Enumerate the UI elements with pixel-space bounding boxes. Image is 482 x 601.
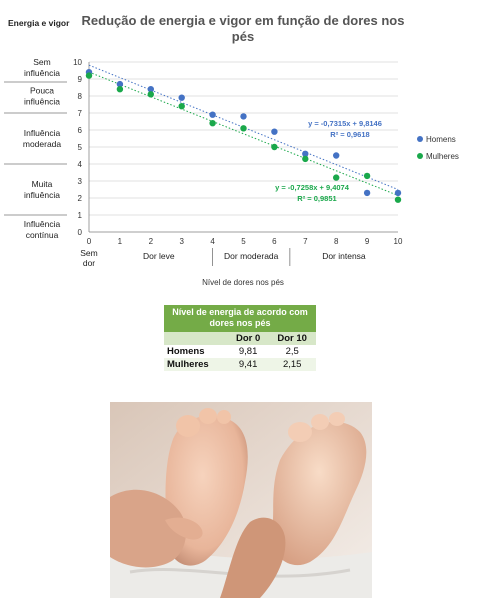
y-tick-label: 6 bbox=[78, 126, 83, 135]
data-point bbox=[147, 91, 154, 98]
x-tick-label: 7 bbox=[303, 237, 308, 246]
y-group-label: influência bbox=[24, 97, 60, 107]
foot-massage-photo bbox=[110, 402, 372, 598]
x-tick-label: 10 bbox=[394, 237, 403, 246]
y-group-label: Sem bbox=[33, 57, 50, 67]
left-foot-toe bbox=[199, 408, 217, 424]
table-row: Mulheres 9,41 2,15 bbox=[164, 357, 316, 371]
y-group-label: influência bbox=[24, 190, 60, 200]
x-tick-label: 5 bbox=[241, 237, 246, 246]
x-tick-label: 0 bbox=[87, 237, 92, 246]
table-cell-dor10: 2,5 bbox=[285, 345, 299, 357]
y-tick-label: 4 bbox=[78, 160, 83, 169]
right-foot-toe bbox=[311, 414, 329, 430]
trendline-r2: R² = 0,9618 bbox=[330, 130, 369, 139]
table-row-label: Homens bbox=[167, 345, 205, 357]
x-tick-label: 6 bbox=[272, 237, 277, 246]
y-group-label: Influência bbox=[24, 219, 61, 229]
y-group-label: Muita bbox=[32, 179, 53, 189]
data-point bbox=[394, 189, 402, 197]
x-tick-label: 3 bbox=[179, 237, 184, 246]
y-tick-label: 10 bbox=[73, 58, 82, 67]
thumb bbox=[165, 517, 203, 540]
data-point bbox=[85, 72, 93, 79]
table-row-label: Mulheres bbox=[164, 357, 228, 371]
right-foot-toe bbox=[329, 412, 345, 426]
table-row: Homens 9,81 2,5 bbox=[164, 345, 316, 358]
right-foot-toe bbox=[288, 422, 312, 442]
massaging-hand bbox=[220, 517, 286, 598]
y-tick-label: 1 bbox=[78, 211, 83, 220]
left-foot-toe bbox=[176, 415, 200, 437]
data-point bbox=[116, 86, 124, 93]
scatter-chart: Redução de energia e vigor em função de … bbox=[4, 13, 459, 287]
x-tick-label: 4 bbox=[210, 237, 215, 246]
x-zero-sublabel: Sem bbox=[80, 248, 97, 258]
left-foot-toe bbox=[217, 410, 231, 424]
x-group-label: Dor leve bbox=[143, 251, 175, 261]
y-group-label: Pouca bbox=[30, 86, 54, 96]
y-group-label: Influência bbox=[24, 128, 61, 138]
x-tick-label: 1 bbox=[118, 237, 123, 246]
table-header-row: Dor 0 Dor 10 bbox=[164, 331, 316, 345]
x-group-label: Dor intensa bbox=[322, 251, 366, 261]
data-point bbox=[147, 86, 154, 93]
data-point bbox=[178, 94, 185, 101]
y-tick-label: 5 bbox=[78, 143, 83, 152]
data-point bbox=[240, 125, 247, 132]
table-cell-dor0: 9,41 bbox=[227, 357, 269, 371]
data-point bbox=[363, 189, 371, 197]
legend-label: Mulheres bbox=[426, 152, 459, 161]
data-point bbox=[363, 172, 371, 180]
y-group-label: moderada bbox=[23, 139, 62, 149]
data-point bbox=[178, 103, 185, 110]
x-tick-label: 9 bbox=[365, 237, 370, 246]
data-point bbox=[302, 150, 309, 157]
y-group-label: contínua bbox=[26, 230, 59, 240]
chart-title: Redução de energia e vigor em função de … bbox=[82, 13, 405, 44]
trendline-equation: y = -0,7315x + 9,8146 bbox=[308, 119, 382, 128]
trendline-equation: y = -0,7258x + 9,4074 bbox=[275, 183, 350, 192]
table-header-dor0: Dor 0 bbox=[227, 331, 269, 345]
data-point bbox=[209, 111, 216, 118]
data-point bbox=[271, 128, 278, 135]
table-header-dor10: Dor 10 bbox=[268, 331, 316, 345]
legend-label: Homens bbox=[426, 135, 456, 144]
data-point bbox=[394, 196, 402, 203]
y-tick-label: 3 bbox=[78, 177, 83, 186]
y-group-label: influência bbox=[24, 68, 60, 78]
y-tick-label: 9 bbox=[78, 75, 83, 84]
data-point bbox=[116, 80, 124, 88]
data-point bbox=[302, 155, 309, 163]
table-header-empty bbox=[164, 331, 228, 345]
massaging-hand bbox=[110, 489, 186, 568]
y-tick-label: 0 bbox=[78, 228, 83, 237]
table-cell-dor0: 9,81 bbox=[238, 345, 258, 357]
table-title: Nível de energia de acordo com dores nos… bbox=[164, 305, 316, 332]
legend-marker bbox=[417, 153, 423, 159]
data-point bbox=[333, 152, 340, 159]
y-axis-label: Energia e vigor bbox=[8, 18, 70, 28]
x-zero-sublabel: dor bbox=[83, 258, 95, 268]
x-tick-label: 8 bbox=[334, 237, 339, 246]
x-axis-label: Nível de dores nos pés bbox=[202, 278, 284, 287]
trendline bbox=[88, 64, 399, 190]
legend-marker bbox=[417, 136, 423, 142]
data-point bbox=[209, 120, 216, 127]
y-tick-label: 8 bbox=[78, 92, 83, 101]
energy-summary-table: Nível de energia de acordo com dores nos… bbox=[164, 305, 316, 371]
y-tick-label: 2 bbox=[78, 194, 83, 203]
trendline-r2: R² = 0,9851 bbox=[297, 194, 336, 203]
data-point bbox=[240, 113, 247, 120]
trendline bbox=[88, 71, 399, 196]
x-group-label: Dor moderada bbox=[224, 251, 279, 261]
x-tick-label: 2 bbox=[149, 237, 154, 246]
data-point bbox=[333, 174, 340, 181]
data-point bbox=[271, 143, 278, 151]
y-tick-label: 7 bbox=[78, 109, 83, 118]
table-cell-dor10: 2,15 bbox=[268, 357, 316, 371]
right-foot bbox=[271, 421, 367, 566]
